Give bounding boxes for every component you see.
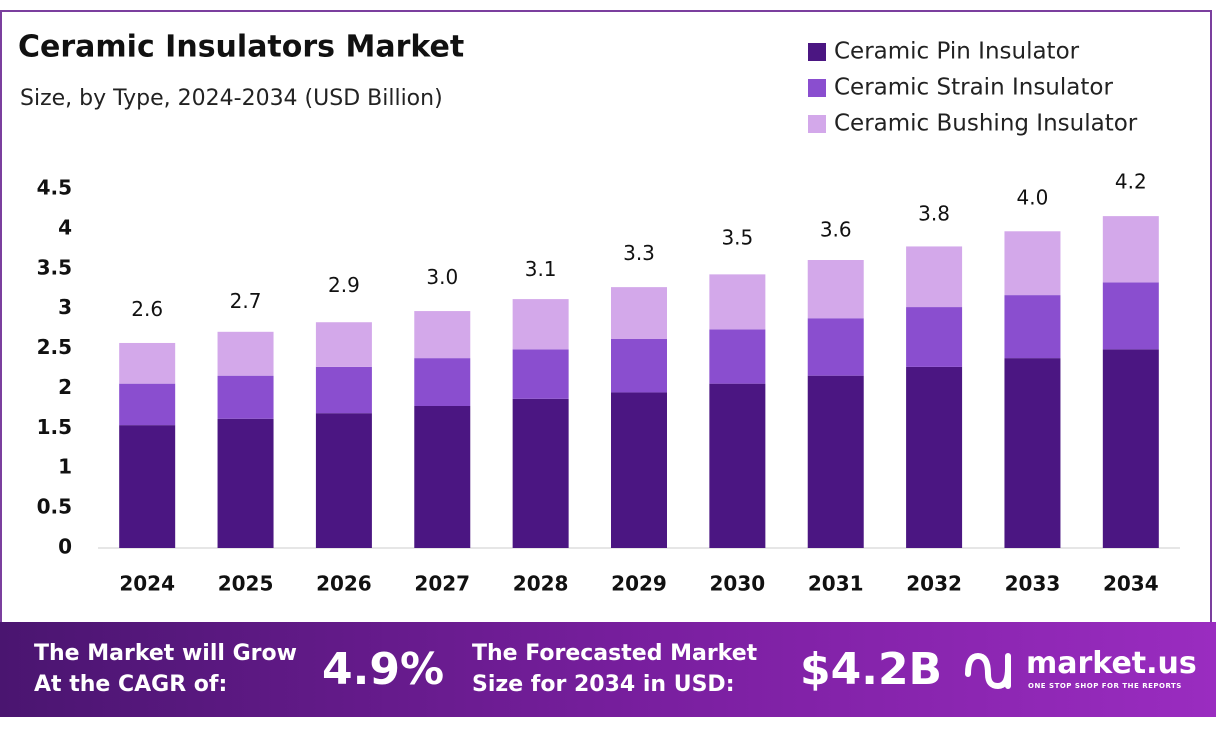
bar-segment — [709, 383, 766, 548]
cagr-text: The Market will Grow At the CAGR of: — [34, 638, 297, 700]
forecast-value: $4.2B — [800, 644, 943, 695]
bar-segment — [611, 392, 667, 548]
bar-segment — [414, 358, 471, 406]
chart-subtitle: Size, by Type, 2024-2034 (USD Billion) — [20, 86, 443, 111]
total-label: 3.0 — [426, 265, 458, 289]
brand: market.us — [1026, 646, 1197, 681]
chart: Ceramic Insulators Market Size, by Type,… — [18, 30, 1180, 596]
total-label: 3.3 — [623, 241, 655, 265]
bar-segment — [709, 329, 766, 384]
bar-segment — [315, 413, 372, 548]
total-label: 3.8 — [918, 201, 950, 225]
y-tick-label: 3 — [58, 295, 72, 319]
total-label: 4.0 — [1017, 185, 1049, 209]
total-label: 2.9 — [328, 273, 360, 297]
legend-swatch — [808, 79, 826, 97]
bar-segment — [807, 375, 864, 548]
bar-segment — [1004, 295, 1061, 359]
x-tick-label: 2033 — [1005, 572, 1061, 596]
y-tick-label: 3.5 — [37, 255, 72, 279]
bar-segment — [906, 307, 963, 367]
tagline: ONE STOP SHOP FOR THE REPORTS — [1028, 682, 1182, 690]
x-tick-label: 2029 — [611, 572, 667, 596]
bar-segment — [1004, 231, 1061, 296]
y-tick-label: 1 — [58, 455, 72, 479]
y-tick-label: 2.5 — [37, 335, 72, 359]
x-tick-label: 2026 — [316, 572, 372, 596]
bar-segment — [315, 322, 372, 367]
cagr-line: At the CAGR of: — [34, 672, 228, 697]
bar-segment — [611, 338, 667, 393]
total-label: 3.5 — [721, 225, 753, 249]
total-label: 3.1 — [525, 257, 557, 281]
y-tick-label: 0.5 — [37, 495, 72, 519]
bar-segment — [1102, 282, 1159, 350]
forecast-text: The Forecasted Market Size for 2034 in US… — [472, 638, 757, 700]
bar-segment — [512, 349, 569, 399]
cagr-line: The Market will Grow — [34, 641, 297, 666]
x-tick-label: 2031 — [808, 572, 864, 596]
bar-segment — [906, 366, 963, 548]
bar-segment — [1102, 349, 1159, 548]
bar-segment — [512, 299, 569, 350]
cagr-value: 4.9% — [322, 644, 445, 695]
total-label: 3.6 — [820, 217, 852, 241]
bar-segment — [119, 383, 176, 426]
x-tick-label: 2032 — [906, 572, 962, 596]
bar-segment — [807, 260, 864, 319]
bar-segment — [217, 418, 274, 548]
bar-segment — [709, 274, 766, 330]
y-tick-label: 1.5 — [37, 415, 72, 439]
bar-segment — [119, 342, 176, 384]
bar-segment — [1102, 216, 1159, 283]
total-label: 2.7 — [230, 289, 262, 313]
legend-label: Ceramic Pin Insulator — [834, 39, 1080, 65]
x-tick-label: 2034 — [1103, 572, 1159, 596]
bar-segment — [119, 425, 176, 548]
x-tick-label: 2028 — [513, 572, 569, 596]
chart-title: Ceramic Insulators Market — [18, 30, 464, 65]
bar-segment — [1004, 358, 1061, 548]
x-tick-label: 2024 — [119, 572, 175, 596]
y-tick-label: 0 — [58, 535, 72, 559]
total-label: 4.2 — [1115, 169, 1147, 193]
footer-banner: The Market will Grow At the CAGR of: 4.9%… — [0, 622, 1216, 717]
legend-label: Ceramic Bushing Insulator — [834, 111, 1138, 137]
bar-segment — [217, 375, 274, 419]
legend-label: Ceramic Strain Insulator — [834, 75, 1113, 101]
y-tick-label: 2 — [58, 375, 72, 399]
forecast-line: The Forecasted Market — [472, 641, 758, 666]
bar-segment — [906, 246, 963, 308]
forecast-line: Size for 2034 in USD: — [472, 672, 735, 697]
y-tick-label: 4.5 — [37, 176, 72, 200]
bar-segment — [217, 331, 274, 376]
bar-segment — [414, 405, 471, 548]
brand-logo — [965, 652, 1011, 690]
bar-segment — [611, 287, 667, 339]
legend-swatch — [808, 115, 826, 133]
x-tick-label: 2030 — [710, 572, 766, 596]
bar-segment — [414, 311, 471, 359]
legend-swatch — [808, 43, 826, 61]
bar-segment — [512, 398, 569, 548]
x-tick-label: 2025 — [218, 572, 274, 596]
bar-segment — [807, 318, 864, 376]
x-tick-label: 2027 — [414, 572, 470, 596]
bar-segment — [315, 366, 372, 414]
total-label: 2.6 — [131, 297, 163, 321]
y-tick-label: 4 — [58, 215, 72, 239]
